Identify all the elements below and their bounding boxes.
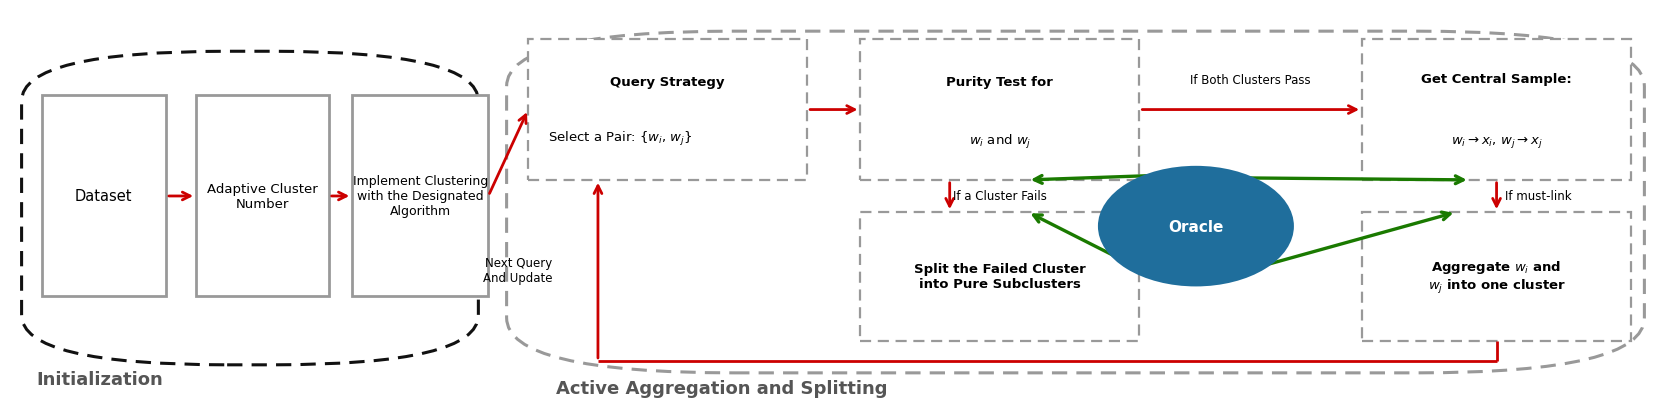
Text: If must-link: If must-link: [1505, 190, 1571, 203]
Text: If Both Clusters Pass: If Both Clusters Pass: [1191, 74, 1311, 87]
Text: $w_i$ and $w_j$: $w_i$ and $w_j$: [968, 132, 1031, 150]
Ellipse shape: [1098, 166, 1294, 287]
FancyBboxPatch shape: [1362, 213, 1631, 341]
FancyBboxPatch shape: [528, 40, 807, 180]
FancyBboxPatch shape: [352, 96, 488, 297]
FancyBboxPatch shape: [860, 40, 1139, 180]
Text: Purity Test for: Purity Test for: [947, 76, 1053, 89]
Text: Get Central Sample:: Get Central Sample:: [1422, 73, 1571, 86]
Text: Dataset: Dataset: [75, 189, 133, 204]
Text: Oracle: Oracle: [1168, 219, 1224, 234]
Text: Active Aggregation and Splitting: Active Aggregation and Splitting: [556, 379, 889, 397]
FancyBboxPatch shape: [1362, 40, 1631, 180]
Text: Implement Clustering
with the Designated
Algorithm: Implement Clustering with the Designated…: [352, 175, 488, 218]
FancyBboxPatch shape: [42, 96, 166, 297]
Text: $w_i \rightarrow x_i$, $w_j \rightarrow x_j$: $w_i \rightarrow x_i$, $w_j \rightarrow …: [1450, 133, 1543, 149]
Text: Adaptive Cluster
Number: Adaptive Cluster Number: [208, 182, 317, 211]
Text: Next Query
And Update: Next Query And Update: [483, 257, 553, 285]
FancyBboxPatch shape: [196, 96, 329, 297]
Text: If a Cluster Fails: If a Cluster Fails: [953, 190, 1046, 203]
Text: Query Strategy: Query Strategy: [611, 76, 724, 89]
FancyBboxPatch shape: [860, 213, 1139, 341]
Text: Initialization: Initialization: [37, 370, 163, 388]
Text: Aggregate $w_i$ and
$w_j$ into one cluster: Aggregate $w_i$ and $w_j$ into one clust…: [1427, 258, 1566, 295]
Text: Split the Failed Cluster
into Pure Subclusters: Split the Failed Cluster into Pure Subcl…: [914, 263, 1086, 291]
Text: Select a Pair: {$w_i$, $w_j$}: Select a Pair: {$w_i$, $w_j$}: [548, 130, 693, 147]
